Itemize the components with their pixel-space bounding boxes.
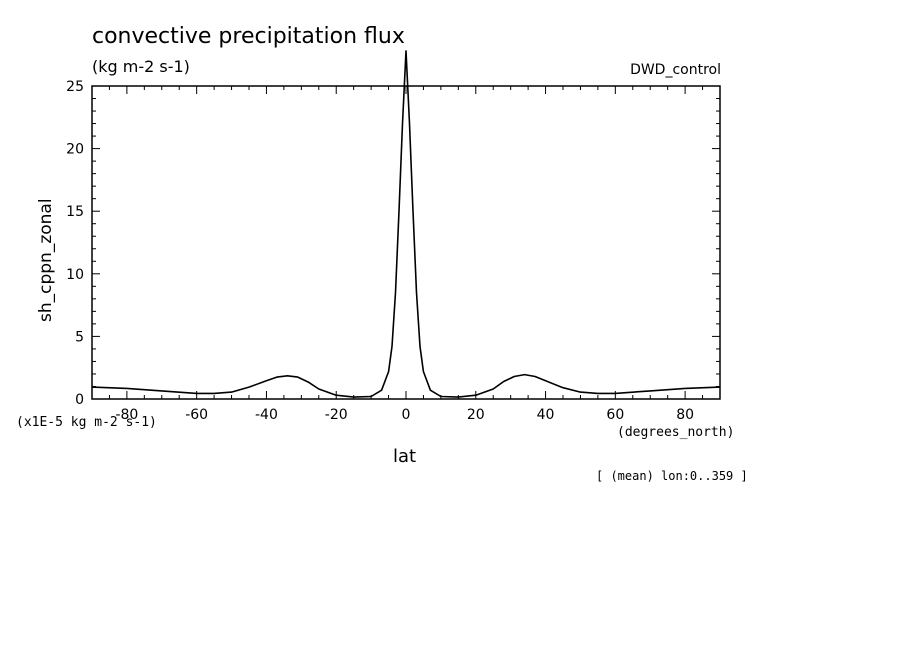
y-tick-label: 15: [66, 204, 84, 220]
y-tick-label: 25: [66, 79, 84, 95]
region-note: [ (mean) lon:0..359 ]: [596, 469, 748, 483]
chart-subtitle-units: (kg m-2 s-1): [92, 57, 190, 76]
y-tick-label: 20: [66, 142, 84, 158]
x-tick-label: 80: [676, 407, 694, 423]
dataset-label: DWD_control: [630, 62, 721, 78]
series-lines: [91, 50, 721, 398]
x-tick-label: -80: [115, 407, 138, 423]
x-tick-label: 0: [402, 407, 411, 423]
x-tick-label: -40: [255, 407, 278, 423]
y-tick-label: 10: [66, 267, 84, 283]
x-tick-label: 60: [606, 407, 624, 423]
chart-title: convective precipitation flux: [92, 24, 405, 49]
x-axis-label: lat: [393, 446, 417, 467]
x-axis-units: (degrees_north): [617, 425, 735, 440]
x-tick-label: -60: [185, 407, 208, 423]
plot-frame: [91, 85, 721, 400]
series-line: [91, 50, 721, 398]
axis-tick-labels: -80 -60 -40 -20 0 20 40 60 80 0 5 10 15 20 25: [66, 79, 694, 423]
y-tick-label: 0: [75, 392, 84, 408]
y-scale-note: (x1E-5 kg m-2 s-1): [16, 415, 157, 430]
axis-ticks: [91, 85, 721, 400]
x-tick-label: 20: [467, 407, 485, 423]
y-tick-label: 5: [75, 329, 84, 345]
x-tick-label: 40: [537, 407, 555, 423]
x-tick-label: -20: [325, 407, 348, 423]
